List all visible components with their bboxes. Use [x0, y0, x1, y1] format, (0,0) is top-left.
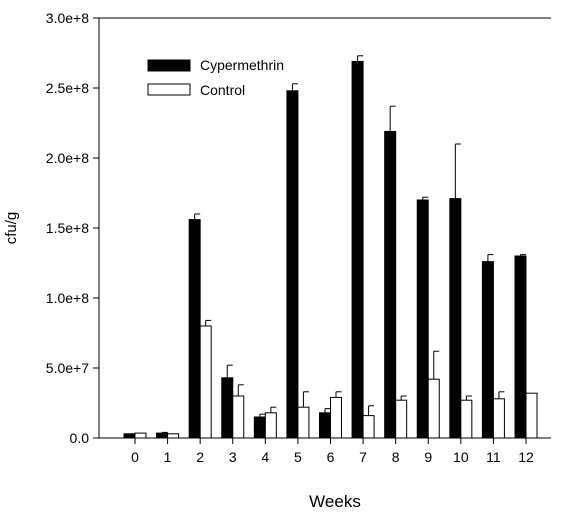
bar-control-week-6 [330, 396, 342, 439]
bar-control-week-0 [134, 432, 147, 439]
bar-control-week-1 [167, 433, 180, 439]
x-tick-label: 4 [261, 449, 269, 465]
bar-cypermethrin-week-2 [188, 219, 201, 439]
x-axis-title: Weeks [309, 492, 361, 511]
x-tick-label: 1 [164, 449, 172, 465]
x-tick-label: 5 [294, 449, 302, 465]
x-tick-label: 7 [359, 449, 367, 465]
bar-control-week-10 [460, 399, 473, 439]
bar-control-week-4 [264, 412, 277, 439]
bar-cypermethrin-week-6 [319, 412, 331, 439]
bars [123, 60, 538, 439]
x-tick-label: 11 [486, 449, 501, 465]
bar-cypermethrin-week-5 [286, 90, 299, 439]
bar-control-week-2 [199, 325, 212, 439]
bar-cypermethrin-week-11 [481, 261, 494, 439]
bar-cypermethrin-week-9 [416, 199, 429, 439]
bar-cypermethrin-week-12 [514, 255, 527, 439]
bar-control-week-9 [427, 378, 440, 439]
bar-cypermethrin-week-0 [123, 433, 136, 439]
y-axis-ticks: 0.0 5.0e+7 1.0e+8 1.5e+8 2.0e+8 2.5e+8 3.0e+8 [46, 10, 99, 446]
x-tick-label: 2 [196, 449, 204, 465]
x-tick-label: 9 [424, 449, 432, 465]
legend-swatch-cypermethrin [147, 59, 191, 72]
legend-label-control: Control [200, 82, 245, 98]
x-tick-label: 8 [392, 449, 400, 465]
bar-control-week-7 [362, 415, 375, 439]
bar-control-week-5 [297, 406, 310, 439]
bar-control-week-12 [525, 392, 538, 439]
x-tick-label: 10 [453, 449, 469, 465]
bar-cypermethrin-week-10 [449, 198, 462, 439]
bar-cypermethrin-week-3 [221, 377, 234, 439]
y-axis-title: cfu/g [3, 212, 20, 245]
bar-cypermethrin-week-7 [351, 60, 364, 439]
bar-cypermethrin-week-4 [253, 416, 266, 439]
bar-control-week-8 [395, 399, 408, 439]
y-tick-label: 5.0e+7 [46, 360, 89, 376]
legend: Cypermethrin Control [147, 57, 284, 98]
bar-control-week-11 [492, 398, 505, 439]
error-bars [161, 55, 526, 434]
bar-control-week-3 [232, 395, 245, 439]
y-tick-label: 1.5e+8 [46, 220, 89, 236]
y-tick-label: 3.0e+8 [46, 10, 89, 26]
x-tick-label: 6 [327, 449, 335, 465]
y-tick-label: 1.0e+8 [46, 290, 89, 306]
bar-cypermethrin-week-8 [384, 130, 397, 439]
x-axis-ticks: 0 1 2 3 4 5 6 7 8 9 10 11 12 [131, 438, 534, 465]
legend-label-cypermethrin: Cypermethrin [200, 57, 284, 73]
x-tick-label: 0 [131, 449, 139, 465]
x-tick-label: 3 [229, 449, 237, 465]
legend-swatch-control [147, 83, 191, 96]
bar-cypermethrin-week-1 [156, 432, 169, 439]
y-tick-label: 0.0 [70, 430, 90, 446]
y-tick-label: 2.0e+8 [46, 150, 89, 166]
y-tick-label: 2.5e+8 [46, 80, 89, 96]
x-tick-label: 12 [518, 449, 534, 465]
plot-area: 0.05.0e+71.0e+81.5e+82.0e+82.5e+83.0e+8 … [46, 10, 551, 465]
